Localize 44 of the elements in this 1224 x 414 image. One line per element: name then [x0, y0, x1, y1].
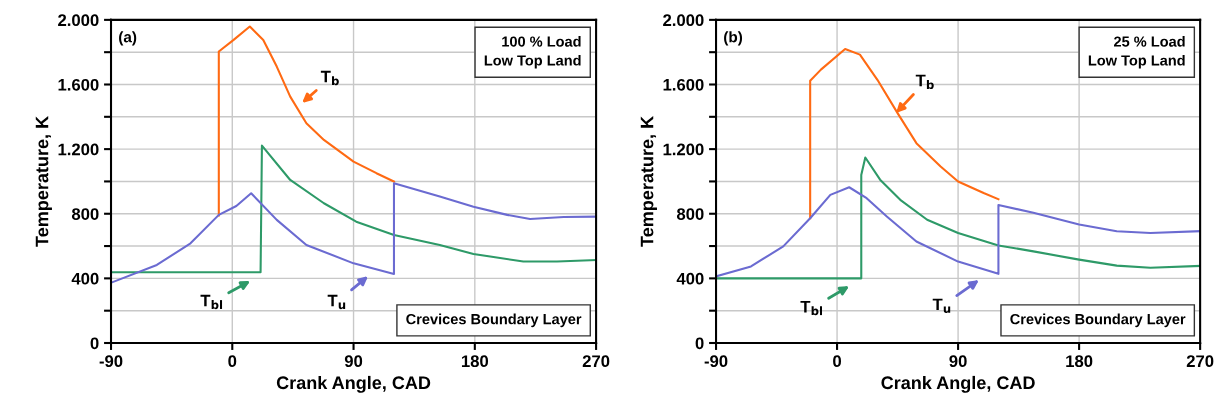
y-axis-title: Temperature, K — [35, 116, 52, 247]
annotation: Crevices Boundary Layer — [1010, 313, 1186, 328]
y-tick-label: 1.600 — [58, 78, 99, 91]
x-tick-label: 270 — [582, 355, 610, 368]
annotation: (b) — [724, 31, 743, 46]
annotation: T$_{u}$ — [327, 294, 346, 310]
x-tick-label: 180 — [461, 355, 489, 368]
y-tick-label: 0 — [90, 337, 99, 350]
y-tick-label: 1.200 — [663, 143, 704, 156]
y-tick-label: 1.200 — [58, 143, 99, 156]
line-series — [809, 47, 1000, 220]
line-series — [217, 25, 396, 217]
x-tick-label: 90 — [949, 355, 967, 368]
y-tick-label: 0 — [695, 337, 704, 350]
y-tick-label: 2.000 — [58, 14, 99, 27]
annotation: T$_{u}$ — [932, 298, 951, 314]
x-tick-label: 0 — [833, 355, 842, 368]
x-tick-label: 90 — [344, 355, 363, 368]
x-tick-label: -90 — [99, 355, 123, 368]
y-tick-label: 400 — [676, 272, 704, 285]
line-series — [111, 144, 597, 274]
annotation: T$_{b}$ — [915, 74, 934, 90]
y-tick-label: 800 — [71, 208, 99, 220]
x-tick-label: -90 — [704, 355, 728, 368]
y-tick-label: 2.000 — [663, 14, 704, 27]
annotation: (a) — [119, 31, 137, 46]
annotation: T$_{bl}$ — [200, 294, 223, 310]
y-tick-label: 800 — [676, 208, 704, 220]
line-series — [111, 182, 597, 284]
y-tick-label: 400 — [71, 272, 99, 285]
x-tick-label: 180 — [1066, 355, 1093, 368]
annotation: 100 % Load Low Top Land — [484, 36, 581, 69]
x-axis-title: Crank Angle, CAD — [881, 375, 1035, 393]
line-series — [716, 186, 1201, 278]
x-tick-label: 270 — [1186, 355, 1214, 368]
annotation: T$_{b}$ — [320, 70, 339, 86]
line-series — [716, 156, 1201, 280]
y-axis-title: Temperature, K — [640, 116, 657, 247]
annotation: Crevices Boundary Layer — [406, 313, 582, 328]
x-tick-label: 0 — [228, 355, 237, 368]
annotation: 25 % Load Low Top Land — [1088, 36, 1185, 69]
y-tick-label: 1.600 — [663, 78, 704, 91]
x-axis-title: Crank Angle, CAD — [276, 375, 431, 393]
annotation: T$_{bl}$ — [800, 300, 823, 316]
